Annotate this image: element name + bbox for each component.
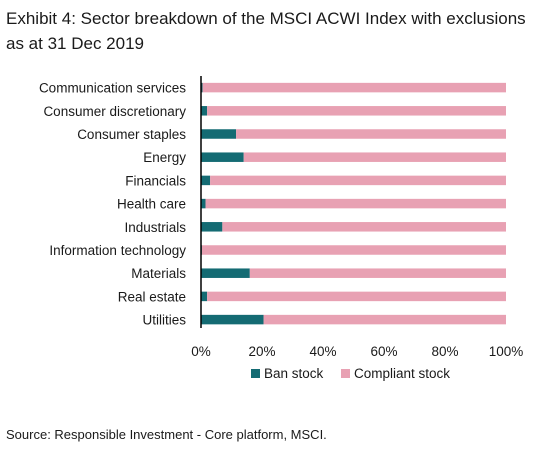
legend: Ban stock Compliant stock [251, 366, 450, 381]
category-labels: Communication services Consumer discretio… [39, 81, 186, 328]
x-tick-label: 80% [431, 344, 458, 359]
x-tick-label: 0% [191, 344, 211, 359]
bar-ban-stock [201, 198, 206, 209]
bar-ban-stock [201, 82, 203, 93]
chart-title: Exhibit 4: Sector breakdown of the MSCI … [6, 9, 526, 53]
bar-compliant-stock [202, 82, 506, 93]
category-label: Energy [143, 150, 186, 165]
bar-compliant-stock [249, 268, 507, 278]
category-label: Industrials [124, 220, 186, 235]
x-tick-labels: 0% 20% 40% 60% 80% 100% [191, 344, 523, 359]
category-label: Consumer discretionary [43, 104, 186, 119]
bar-ban-stock [201, 106, 208, 116]
x-tick-label: 100% [489, 344, 524, 359]
bar-ban-stock [201, 291, 208, 302]
bar-compliant-stock [201, 245, 507, 255]
bar-compliant-stock [210, 175, 506, 186]
bar-compliant-stock [236, 129, 506, 139]
bars-group [201, 82, 507, 325]
bar-compliant-stock [207, 106, 506, 116]
bar-ban-stock [201, 175, 211, 186]
bar-compliant-stock [205, 198, 506, 209]
bar-compliant-stock [263, 314, 506, 325]
bar-ban-stock [201, 222, 223, 232]
bar-compliant-stock [222, 222, 506, 232]
x-tick-label: 40% [309, 344, 336, 359]
x-tick-label: 60% [370, 344, 397, 359]
category-label: Consumer staples [77, 127, 186, 142]
category-label: Financials [125, 173, 186, 188]
category-label: Health care [117, 197, 186, 212]
category-label: Real estate [118, 289, 186, 304]
source-note: Source: Responsible Investment - Core pl… [6, 427, 327, 442]
bar-ban-stock [201, 314, 264, 325]
legend-swatch-ban-stock [251, 369, 260, 378]
bar-ban-stock [201, 268, 250, 278]
category-label: Utilities [142, 313, 186, 328]
bar-ban-stock [201, 129, 237, 139]
legend-label-ban-stock: Ban stock [264, 366, 324, 381]
bar-compliant-stock [243, 152, 506, 162]
category-label: Materials [131, 266, 186, 281]
category-label: Communication services [39, 81, 186, 96]
category-label: Information technology [49, 243, 186, 258]
legend-swatch-compliant-stock [341, 369, 350, 378]
bar-compliant-stock [207, 291, 506, 302]
bar-ban-stock [201, 152, 244, 162]
legend-label-compliant-stock: Compliant stock [354, 366, 450, 381]
x-tick-label: 20% [248, 344, 275, 359]
